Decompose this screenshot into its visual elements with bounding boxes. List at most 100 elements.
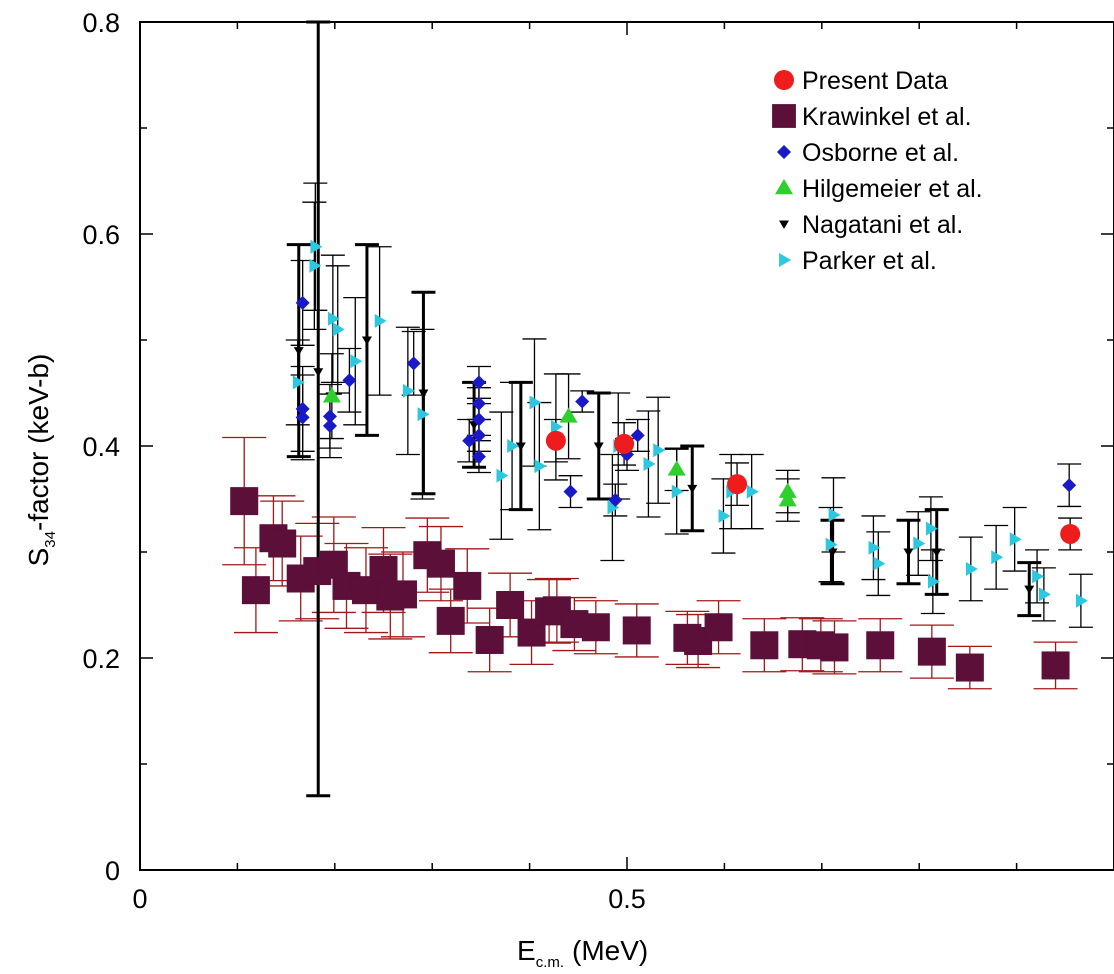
legend-marker <box>774 70 794 90</box>
data-point <box>825 537 838 552</box>
series-present-data <box>545 430 1081 544</box>
plot-frame <box>139 21 1114 871</box>
data-point <box>1062 478 1077 493</box>
legend-marker <box>775 179 793 195</box>
legend-marker <box>779 220 789 229</box>
data-point <box>310 239 323 254</box>
data-point <box>471 375 486 390</box>
legend-item-krawinkel-et-al: Krawinkel et al. <box>772 103 972 131</box>
data-point <box>559 407 578 423</box>
data-point <box>1041 651 1070 680</box>
legend-item-osborne-et-al: Osborne et al. <box>777 139 959 167</box>
series-hilgemeier-et-al <box>322 387 797 507</box>
data-point <box>471 449 486 464</box>
data-point <box>417 407 430 422</box>
data-point <box>827 548 838 557</box>
data-point <box>750 631 779 660</box>
data-point <box>991 550 1004 565</box>
data-point <box>496 468 509 483</box>
data-point <box>241 576 270 605</box>
y-axis-title-unit: -factor (keV-b) <box>23 354 54 531</box>
data-point <box>955 653 984 682</box>
x-tick-label: 0 <box>132 884 147 914</box>
data-point <box>965 561 978 576</box>
y-tick-label: 0.4 <box>82 432 120 462</box>
data-point <box>529 395 542 410</box>
data-point <box>866 631 895 660</box>
data-point <box>462 433 477 448</box>
legend-item-present-data: Present Data <box>774 67 948 95</box>
data-point <box>614 433 635 454</box>
data-point <box>593 442 604 451</box>
data-point <box>643 457 656 472</box>
data-point <box>727 474 748 495</box>
data-point <box>563 484 578 499</box>
data-point <box>475 625 504 654</box>
data-point <box>406 356 421 371</box>
data-point <box>868 540 881 555</box>
x-axis-title: Ec.m. (MeV) <box>517 935 648 971</box>
data-point <box>342 373 357 388</box>
series-osborne-et-al <box>295 295 1077 508</box>
data-point <box>925 521 938 536</box>
data-point <box>1009 532 1022 547</box>
legend-marker <box>772 104 796 128</box>
data-point <box>436 606 465 635</box>
data-point <box>550 419 563 434</box>
data-point <box>402 383 415 398</box>
data-point <box>230 487 259 516</box>
data-point <box>313 368 324 377</box>
y-tick-label: 0.8 <box>82 8 120 38</box>
legend-item-hilgemeier-et-al: Hilgemeier et al. <box>775 175 983 203</box>
data-point <box>718 508 731 523</box>
data-point <box>1032 569 1045 584</box>
data-point <box>873 556 886 571</box>
series-krawinkel-et-al <box>230 487 1070 682</box>
data-point <box>369 556 398 585</box>
data-point <box>471 412 486 427</box>
legend-label: Osborne et al. <box>802 139 959 167</box>
data-point <box>575 394 590 409</box>
data-point <box>687 484 698 494</box>
legend-label: Hilgemeier et al. <box>802 175 983 203</box>
data-point <box>630 428 645 443</box>
data-point <box>322 418 337 433</box>
data-point <box>608 493 623 508</box>
data-point <box>746 484 759 499</box>
x-tick-label: 0.5 <box>608 884 646 914</box>
data-point <box>309 258 322 273</box>
data-point <box>361 336 372 345</box>
data-point <box>292 375 305 390</box>
x-axis-title-main: E <box>517 935 536 966</box>
svg-text:S34-factor (keV-b): S34-factor (keV-b) <box>23 354 59 567</box>
data-point <box>350 354 363 369</box>
data-point <box>671 484 684 499</box>
data-point <box>295 401 310 416</box>
data-point <box>471 428 486 443</box>
data-point <box>295 295 310 310</box>
data-point <box>667 460 686 476</box>
y-axis-title-main: S <box>23 548 54 567</box>
data-point <box>293 347 304 356</box>
data-point <box>322 387 341 403</box>
y-tick-label: 0.6 <box>82 220 120 250</box>
data-point <box>913 536 926 551</box>
legend-item-nagatani-et-al: Nagatani et al. <box>779 211 963 239</box>
x-axis-title-unit: (MeV) <box>572 935 648 966</box>
data-point <box>778 491 797 507</box>
legend-marker <box>777 145 791 159</box>
data-point <box>515 442 526 451</box>
svg-text:Ec.m.(MeV): Ec.m. (MeV) <box>517 935 648 971</box>
data-point <box>622 616 651 645</box>
data-point <box>496 591 525 619</box>
data-point <box>1060 523 1081 544</box>
legend-label: Krawinkel et al. <box>802 103 972 131</box>
data-point <box>426 549 455 578</box>
data-point <box>332 322 345 337</box>
data-point <box>507 439 520 453</box>
data-point <box>917 637 946 666</box>
tick-labels: 0 0.5 0 0.2 0.4 0.6 0.8 <box>82 8 645 914</box>
data-point <box>295 410 310 425</box>
x-axis-title-sub: c.m. <box>536 954 564 971</box>
data-point <box>534 459 547 474</box>
